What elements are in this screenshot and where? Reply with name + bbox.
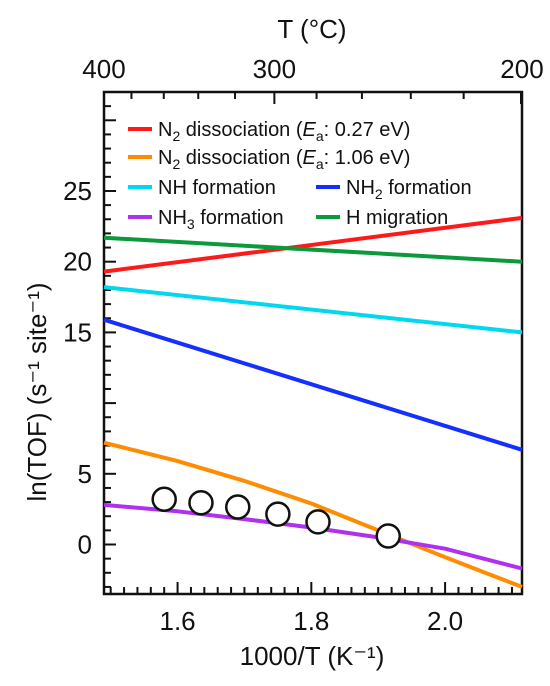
legend-label: N2 dissociation (Ea: 1.06 eV) [158, 147, 410, 172]
series-line-nh2-formation [103, 317, 523, 452]
x-tick-label: 1.6 [159, 606, 195, 636]
experimental-points [151, 486, 401, 549]
x-tick-label: 1.8 [293, 606, 329, 636]
legend-label: NH formation [158, 177, 276, 199]
experimental-point [225, 494, 251, 520]
series-line-n2-dissociation-ea-1-06-ev- [103, 440, 523, 589]
top-tick-label: 400 [82, 54, 125, 84]
series-line-n2-dissociation-ea-0-27-ev- [103, 215, 523, 274]
experimental-point [151, 486, 177, 513]
y-tick-label: 20 [63, 247, 92, 277]
experimental-point [305, 509, 331, 535]
x-axis-title: 1000/T (K⁻¹) [240, 641, 385, 671]
experimental-point [265, 501, 291, 527]
experimental-point [188, 490, 214, 516]
top-axis-title: T (°C) [277, 14, 346, 44]
legend-label: H migration [346, 207, 448, 229]
axis-labels: T (°C) 1000/T (K⁻¹) ln(TOF) (s⁻¹ site⁻¹) [22, 14, 384, 671]
y-tick-label: 15 [63, 317, 92, 347]
plot-frame [102, 90, 524, 596]
y-tick-label: 0 [78, 530, 92, 560]
top-tick-label: 300 [253, 54, 296, 84]
axes: 1.6 1.8 2.0 0 5 15 20 25 400 300 200 [63, 54, 544, 636]
y-axis-title: ln(TOF) (s⁻¹ site⁻¹) [22, 282, 52, 501]
legend: N2 dissociation (Ea: 0.27 eV) N2 dissocia… [128, 119, 472, 232]
series-line-h-migration [103, 235, 523, 264]
x-tick-label: 2.0 [427, 606, 463, 636]
y-tick-label: 25 [63, 176, 92, 206]
series-line-nh-formation [103, 285, 523, 335]
legend-label: NH3 formation [158, 207, 284, 232]
experimental-point [375, 523, 401, 549]
y-tick-label: 5 [78, 459, 92, 489]
top-tick-label: 200 [500, 54, 543, 84]
legend-label: NH2 formation [346, 177, 472, 202]
legend-label: N2 dissociation (Ea: 0.27 eV) [158, 119, 410, 144]
